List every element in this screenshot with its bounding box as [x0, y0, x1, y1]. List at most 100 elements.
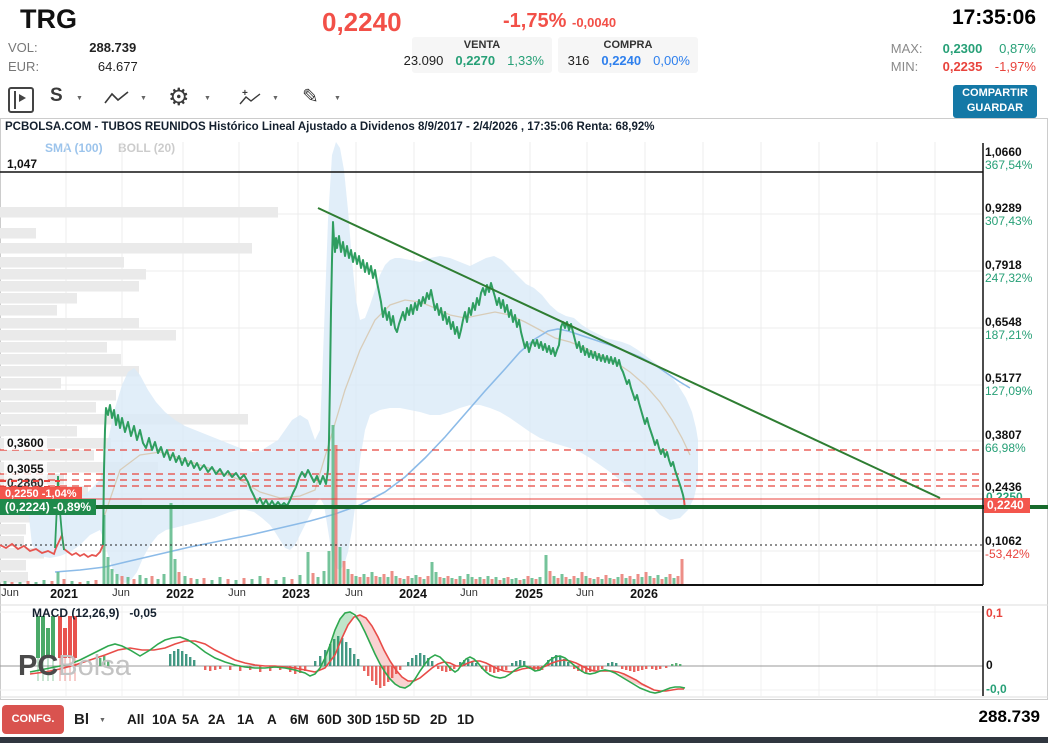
volume-bar [530, 578, 534, 585]
volume-bar [668, 574, 672, 585]
macd-hist-bar [475, 663, 478, 666]
ask-size: 23.090 [403, 53, 444, 68]
period-button-2d[interactable]: 2D [430, 712, 448, 727]
panel-toggle-icon[interactable] [8, 87, 34, 113]
volume-bar [628, 576, 632, 585]
main-price-chart[interactable] [0, 140, 1048, 586]
period-button-a[interactable]: A [267, 712, 277, 727]
volume-bar [106, 557, 110, 585]
volume-bar [311, 573, 315, 585]
alert-badge-red[interactable]: 0,2250 -1,04% [0, 487, 82, 501]
volume-bar [306, 552, 310, 585]
macd-hist-bar [329, 644, 332, 666]
macd-hist-bar [665, 666, 668, 668]
volume-bar [189, 578, 193, 585]
macd-hist-bar [337, 636, 340, 666]
volume-bar [572, 576, 576, 585]
macd-hist-bar [679, 664, 682, 666]
macd-hist-bar [431, 661, 434, 666]
volume-bar [226, 579, 230, 585]
volume-profile-bar [0, 342, 107, 353]
volume-profile-bar [0, 269, 146, 280]
interval-dropdown[interactable]: Bl ▼ [74, 705, 106, 734]
macd-hist-bar [423, 655, 426, 666]
period-button-2a[interactable]: 2A [208, 712, 226, 727]
volume-profile-bar [0, 450, 94, 461]
current-price-badge: 0,2240 [984, 498, 1030, 513]
volume-bar [612, 579, 616, 585]
volume-bar [334, 445, 338, 585]
share-save-button[interactable]: COMPARTIR GUARDAR [953, 85, 1037, 118]
period-button-6m[interactable]: 6M [290, 712, 309, 727]
macd-hist-bar [415, 655, 418, 666]
bid-box: COMPRA 316 0,2240 0,00% [558, 37, 698, 73]
price-line [102, 221, 685, 546]
volume-bar [494, 577, 498, 585]
macd-hist-bar [581, 666, 584, 672]
chevron-down-icon[interactable]: ▼ [140, 95, 147, 102]
volume-bar [402, 579, 406, 585]
period-button-5d[interactable]: 5D [403, 712, 421, 727]
period-button-all[interactable]: All [127, 712, 145, 727]
period-button-60d[interactable]: 60D [317, 712, 342, 727]
volume-bar [338, 547, 342, 585]
period-button-15d[interactable]: 15D [375, 712, 400, 727]
macd-hist-bar [459, 662, 462, 666]
volume-bar [442, 578, 446, 585]
volume-profile-bar [0, 524, 26, 535]
volume-bar [510, 579, 514, 585]
macd-hist-bar [353, 654, 356, 666]
series-style-button[interactable]: S [50, 85, 63, 106]
add-indicator-icon[interactable]: + [238, 88, 264, 113]
macd-hist-bar [427, 658, 430, 666]
macd-hist-bar [189, 657, 192, 666]
macd-hist-bar [671, 664, 674, 666]
chevron-down-icon[interactable]: ▼ [272, 95, 279, 102]
draw-pencil-icon[interactable]: ✎ [302, 86, 319, 108]
volume-profile-bar [0, 228, 36, 239]
volume-bar [173, 559, 177, 585]
volume-bar [502, 578, 506, 585]
volume-bar [94, 580, 98, 585]
ask-box: VENTA 23.090 0,2270 1,33% [404, 37, 552, 73]
settings-gear-icon[interactable]: ⚙ [168, 84, 190, 111]
volume-bar [86, 581, 90, 585]
y-axis-label: 0,5177 127,09% [985, 371, 1033, 398]
period-button-30d[interactable]: 30D [347, 712, 372, 727]
macd-hist-bar [547, 660, 550, 666]
macd-hist-bar [607, 663, 610, 666]
macd-hist-bar [363, 666, 366, 671]
macd-chart[interactable] [0, 604, 1048, 698]
chart-title: PCBOLSA.COM - TUBOS REUNIDOS Histórico L… [5, 121, 655, 133]
macd-hist-bar [489, 666, 492, 672]
volume-bar [434, 572, 438, 585]
x-axis-label: 2026 [630, 587, 658, 601]
volume-bar [462, 579, 466, 585]
period-button-1d[interactable]: 1D [457, 712, 475, 727]
macd-axis-top: 0,1 [986, 606, 1003, 620]
volume-profile-bar [0, 257, 124, 268]
period-button-5a[interactable]: 5A [182, 712, 200, 727]
chevron-down-icon[interactable]: ▼ [334, 95, 341, 102]
volume-bar [486, 576, 490, 585]
volume-bar [656, 575, 660, 585]
chevron-down-icon[interactable]: ▼ [76, 95, 83, 102]
volume-bar [346, 569, 350, 585]
volume-bar [564, 577, 568, 585]
volume-profile-bar [0, 318, 139, 329]
macd-hist-bar [239, 666, 242, 671]
line-chart-icon[interactable] [104, 90, 130, 111]
y-axis-label: 0,2436 [985, 480, 1022, 494]
legend-sma[interactable]: SMA (100) [45, 141, 103, 155]
chevron-down-icon[interactable]: ▼ [204, 95, 211, 102]
period-button-10a[interactable]: 10A [152, 712, 177, 727]
volume-bar [394, 576, 398, 585]
alert-badge-green[interactable]: (0,2224) -0,89% [0, 499, 97, 515]
volume-bar [454, 579, 458, 585]
period-button-1a[interactable]: 1A [237, 712, 255, 727]
config-button[interactable]: CONFG. [2, 705, 64, 734]
macd-hist-bar [269, 666, 272, 671]
legend-boll[interactable]: BOLL (20) [118, 141, 176, 155]
macd-hist-bar [615, 663, 618, 666]
trend-line [317, 207, 941, 499]
